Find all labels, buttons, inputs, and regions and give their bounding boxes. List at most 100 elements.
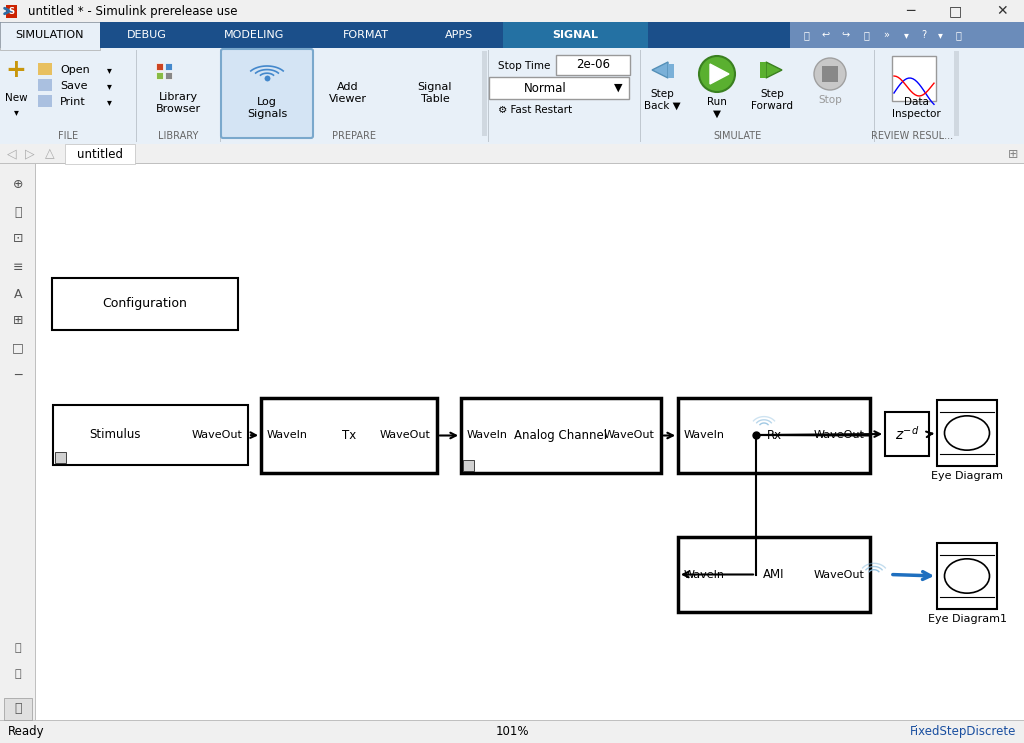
Text: Analog Channel: Analog Channel — [514, 429, 607, 442]
Bar — [463, 460, 474, 471]
Text: 101%: 101% — [496, 725, 528, 738]
Text: »: » — [883, 30, 889, 40]
Bar — [6, 5, 17, 18]
Bar — [822, 66, 838, 82]
Text: $z^{-d}$: $z^{-d}$ — [895, 425, 920, 443]
Text: WaveOut: WaveOut — [813, 430, 864, 441]
Text: ≡: ≡ — [12, 262, 24, 274]
Bar — [641, 50, 873, 142]
Text: Rx: Rx — [766, 429, 781, 442]
Text: untitled * - Simulink prerelease use: untitled * - Simulink prerelease use — [28, 4, 238, 18]
Bar — [55, 452, 66, 463]
Bar — [503, 22, 648, 48]
Text: Stop Time: Stop Time — [498, 61, 550, 71]
Text: ⊞: ⊞ — [1008, 148, 1018, 160]
Text: SIGNAL: SIGNAL — [553, 30, 598, 40]
Bar — [0, 48, 1024, 144]
Bar — [261, 398, 437, 473]
Text: Stop: Stop — [818, 95, 842, 105]
Bar — [874, 50, 1020, 142]
Polygon shape — [710, 64, 729, 84]
Bar — [482, 51, 487, 136]
Text: Eye Diagram: Eye Diagram — [931, 471, 1002, 481]
Text: 🔍: 🔍 — [14, 206, 22, 218]
Text: 2e-06: 2e-06 — [575, 59, 610, 71]
Text: WaveIn: WaveIn — [684, 430, 725, 441]
Text: Stimulus: Stimulus — [90, 429, 141, 441]
Text: FILE: FILE — [58, 131, 78, 141]
Text: S: S — [8, 7, 14, 16]
Bar — [0, 144, 1024, 164]
Polygon shape — [652, 62, 668, 78]
Bar — [0, 163, 1024, 164]
Text: SIMULATION: SIMULATION — [15, 30, 84, 40]
Text: Log
Signals: Log Signals — [247, 97, 287, 119]
Text: Save: Save — [60, 81, 87, 91]
Text: WaveIn: WaveIn — [267, 430, 308, 441]
Text: Signal
Table: Signal Table — [418, 82, 453, 104]
Bar — [4, 698, 32, 720]
Text: FixedStepDiscrete: FixedStepDiscrete — [909, 725, 1016, 738]
Bar — [668, 64, 674, 78]
Text: untitled: untitled — [77, 148, 123, 160]
Text: □: □ — [948, 4, 962, 18]
Text: 🛡: 🛡 — [955, 30, 961, 40]
Text: »: » — [14, 701, 22, 711]
Text: ─: ─ — [906, 4, 914, 18]
Text: ▼: ▼ — [613, 83, 623, 93]
Text: Ready: Ready — [8, 725, 45, 738]
Text: 📸: 📸 — [14, 643, 22, 653]
Text: WaveIn: WaveIn — [467, 430, 508, 441]
Text: 📋: 📋 — [14, 669, 22, 679]
Bar — [0, 0, 1024, 22]
Text: MODELING: MODELING — [224, 30, 285, 40]
Bar — [678, 537, 870, 612]
Text: AMI: AMI — [763, 568, 784, 581]
Text: □: □ — [12, 342, 24, 354]
Bar — [38, 95, 52, 107]
Text: LIBRARY: LIBRARY — [158, 131, 199, 141]
Text: ⊡: ⊡ — [12, 232, 24, 244]
Bar — [790, 22, 1024, 48]
Bar — [416, 22, 503, 48]
Text: Add
Viewer: Add Viewer — [329, 82, 367, 104]
Bar — [316, 22, 416, 48]
Text: WaveOut: WaveOut — [191, 430, 242, 440]
Bar — [38, 63, 52, 75]
Text: 💾: 💾 — [14, 702, 22, 716]
Text: ?: ? — [922, 30, 927, 40]
Text: Step
Forward: Step Forward — [751, 89, 793, 111]
Bar — [100, 22, 193, 48]
Bar — [954, 51, 959, 136]
Bar — [885, 412, 929, 456]
Bar — [221, 50, 487, 142]
Text: ⬜: ⬜ — [803, 30, 809, 40]
Text: Library
Browser: Library Browser — [156, 92, 201, 114]
Bar — [65, 144, 135, 164]
Text: Step
Back ▼: Step Back ▼ — [644, 89, 680, 111]
Bar — [461, 398, 662, 473]
Bar — [53, 405, 248, 465]
Text: ⊕: ⊕ — [12, 178, 24, 190]
Bar — [193, 22, 316, 48]
Text: New: New — [5, 93, 28, 103]
Text: Tx: Tx — [342, 429, 356, 442]
Text: WaveOut: WaveOut — [813, 569, 864, 580]
Text: ▾: ▾ — [938, 30, 942, 40]
Bar — [156, 63, 163, 70]
Text: Eye Diagram1: Eye Diagram1 — [928, 614, 1007, 624]
Text: 🔍: 🔍 — [863, 30, 869, 40]
Bar — [937, 543, 997, 609]
Bar — [165, 63, 172, 70]
Text: WaveOut: WaveOut — [380, 430, 431, 441]
Text: Run
▼: Run ▼ — [707, 97, 727, 119]
FancyBboxPatch shape — [489, 77, 629, 99]
Text: ▷: ▷ — [26, 148, 35, 160]
Bar — [2, 51, 30, 111]
Polygon shape — [766, 62, 782, 78]
Text: A: A — [13, 288, 23, 302]
Text: ◁: ◁ — [7, 148, 16, 160]
Bar — [0, 720, 1024, 743]
Text: ⚙ Fast Restart: ⚙ Fast Restart — [498, 105, 572, 115]
Bar — [38, 79, 52, 91]
